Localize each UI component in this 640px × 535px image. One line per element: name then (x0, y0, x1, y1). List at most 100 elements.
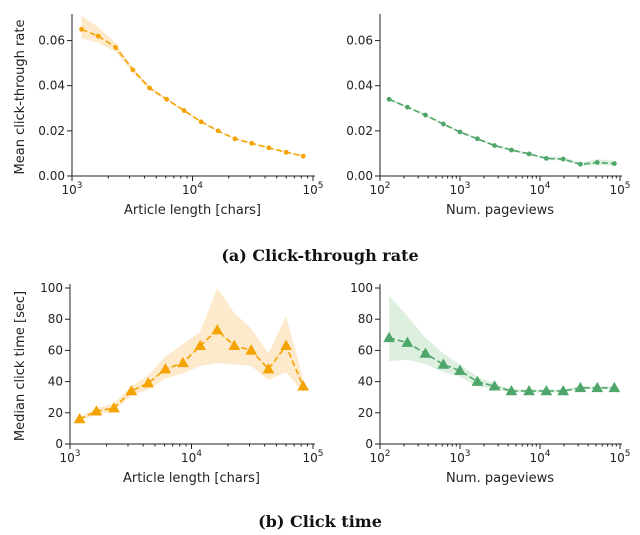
data-point (526, 151, 532, 157)
caption-b: (b) Click time (258, 512, 382, 531)
data-point (215, 128, 221, 134)
data-point (383, 331, 395, 343)
tick-label: 0.00 (346, 169, 373, 183)
tick-label: 0.04 (38, 79, 65, 93)
data-point (560, 156, 566, 162)
x-axis-label: Num. pageviews (446, 203, 554, 218)
data-point (457, 129, 463, 135)
tick-label: 102 (369, 449, 390, 465)
data-point (73, 413, 86, 424)
tick-label: 60 (48, 343, 63, 357)
tick-label: 104 (529, 449, 550, 465)
y-axis-label: Mean click-through rate (13, 20, 28, 175)
tick-label: 103 (449, 181, 470, 197)
data-point (266, 145, 272, 151)
tick-label: 104 (529, 181, 550, 197)
data-point (181, 108, 187, 113)
confidence-band (79, 288, 304, 421)
data-point (211, 324, 224, 335)
data-point (608, 381, 621, 393)
tick-label: 0 (55, 437, 63, 451)
panel-click-time-article-length: 103 104 105 0 20 40 60 80 100 Article length [cha… (13, 281, 324, 486)
data-point (194, 339, 207, 350)
tick-label: 80 (48, 312, 63, 326)
tick-label: 0.04 (346, 79, 373, 93)
x-axis-label: Article length [chars] (124, 203, 261, 218)
tick-label: 0.02 (346, 124, 373, 138)
panel-ctr-article-length: 103 104 105 0.00 0.02 0.04 0.06 Article length … (13, 14, 324, 218)
tick-label: 20 (358, 406, 373, 420)
data-point (404, 104, 410, 110)
confidence-band (389, 98, 615, 166)
caption-a: (a) Click-through rate (221, 246, 418, 265)
data-point (471, 375, 484, 386)
tick-label: 40 (48, 375, 63, 389)
data-point (543, 155, 549, 161)
data-point (108, 402, 120, 413)
tick-label: 103 (59, 449, 80, 465)
data-point (147, 85, 152, 91)
data-point (177, 356, 189, 368)
data-point (386, 96, 392, 102)
data-point (401, 336, 414, 347)
data-point (142, 377, 155, 388)
data-point (130, 67, 136, 73)
data-point (540, 384, 553, 396)
data-point (488, 380, 501, 391)
data-point (95, 33, 101, 39)
tick-label: 60 (358, 343, 373, 357)
tick-label: 0.02 (38, 124, 65, 138)
data-point (509, 147, 514, 153)
data-point (591, 381, 604, 393)
data-point (228, 339, 241, 350)
tick-label: 105 (302, 181, 323, 197)
tick-label: 103 (449, 449, 470, 465)
panel-ctr-pageviews: 102 103 104 105 0.00 0.02 0.04 0.06 Num. pagevie… (346, 14, 631, 218)
confidence-band (81, 15, 304, 157)
data-point (474, 136, 480, 142)
data-point (523, 384, 535, 396)
tick-label: 20 (48, 406, 63, 420)
data-point (198, 119, 204, 125)
data-point (90, 405, 103, 416)
tick-label: 104 (182, 181, 203, 197)
confidence-band (389, 295, 615, 393)
data-point (505, 384, 518, 396)
data-point (578, 161, 583, 167)
data-point (419, 347, 432, 358)
data-point (283, 149, 289, 155)
data-point (113, 44, 118, 50)
series-line (388, 98, 615, 166)
y-axis-label: Median click time [sec] (13, 291, 28, 441)
tick-label: 0.06 (38, 34, 65, 48)
data-point (437, 358, 450, 369)
tick-label: 100 (350, 281, 373, 295)
data-point (245, 344, 258, 355)
data-point (249, 140, 255, 146)
tick-label: 0.06 (346, 34, 373, 48)
tick-label: 104 (181, 449, 202, 465)
tick-label: 103 (61, 181, 82, 197)
data-point (423, 112, 428, 118)
data-point (262, 363, 275, 374)
data-point (557, 384, 570, 396)
data-point (297, 380, 310, 391)
data-point (232, 136, 238, 142)
tick-label: 40 (358, 375, 373, 389)
tick-label: 105 (609, 181, 630, 197)
data-point (611, 161, 617, 166)
data-point (440, 121, 446, 127)
x-axis-label: Article length [chars] (123, 471, 260, 486)
data-point (574, 381, 587, 393)
tick-label: 0 (365, 437, 373, 451)
data-point (125, 384, 138, 396)
tick-label: 105 (302, 449, 323, 465)
tick-label: 105 (609, 449, 630, 465)
data-point (164, 96, 170, 102)
x-axis-label: Num. pageviews (446, 471, 554, 486)
data-point (159, 363, 172, 374)
tick-label: 0.00 (38, 169, 65, 183)
tick-label: 100 (40, 281, 63, 295)
data-point (280, 339, 292, 350)
